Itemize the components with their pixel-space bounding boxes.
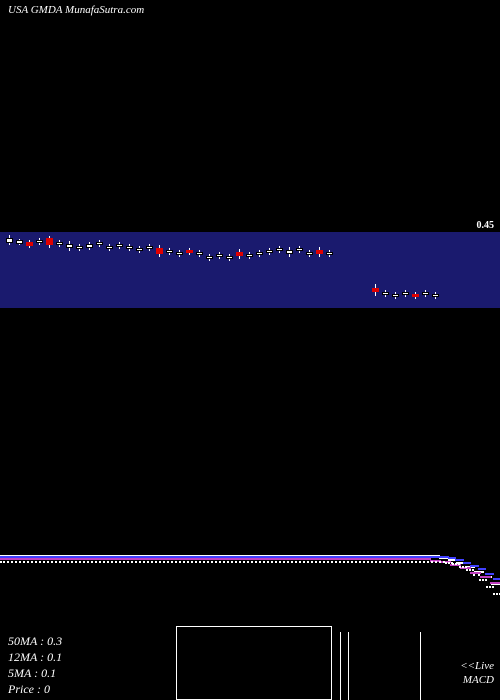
ma-line-seg [493, 578, 500, 580]
candle [266, 232, 273, 308]
candle [126, 232, 133, 308]
chart-title: USA GMDA MunafaSutra.com [8, 4, 144, 16]
candle [412, 232, 419, 308]
stat-line: Price : 0 [8, 682, 50, 697]
ma-line-seg [485, 573, 494, 575]
candle [106, 232, 113, 308]
candle [196, 232, 203, 308]
candle [186, 232, 193, 308]
candle [392, 232, 399, 308]
candle [432, 232, 439, 308]
candle [166, 232, 173, 308]
macd-bar [348, 632, 349, 700]
candle [306, 232, 313, 308]
ma-line-seg [473, 574, 481, 576]
candlestick-container [0, 232, 500, 308]
macd-label: MACD [463, 674, 494, 686]
candle [206, 232, 213, 308]
macd-panel [0, 626, 500, 700]
candle [6, 232, 13, 308]
stat-line: 12MA : 0.1 [8, 650, 62, 665]
candle [402, 232, 409, 308]
candle [156, 232, 163, 308]
candle [236, 232, 243, 308]
ma-line-seg [478, 568, 487, 570]
candle [176, 232, 183, 308]
ma-line-seg [479, 579, 487, 581]
candle [296, 232, 303, 308]
candle [316, 232, 323, 308]
ma-line-seg [466, 569, 474, 571]
ma-line [0, 561, 445, 563]
stat-line: 50MA : 0.3 [8, 634, 62, 649]
candle [326, 232, 333, 308]
candle [372, 232, 379, 308]
candle [146, 232, 153, 308]
candle [16, 232, 23, 308]
candle [382, 232, 389, 308]
ma-line-seg [490, 582, 500, 584]
ma-line [0, 556, 440, 558]
macd-label: <<Live [460, 660, 494, 672]
candle [286, 232, 293, 308]
ma-line-seg [486, 586, 494, 588]
candle [56, 232, 63, 308]
price-axis-label: 0.45 [477, 220, 495, 231]
candle [216, 232, 223, 308]
candle [422, 232, 429, 308]
candle [246, 232, 253, 308]
candle [26, 232, 33, 308]
candle [226, 232, 233, 308]
candle [136, 232, 143, 308]
candle [96, 232, 103, 308]
candle [66, 232, 73, 308]
ma-line-seg [493, 593, 500, 595]
ma-line-seg [470, 565, 479, 567]
macd-box [176, 626, 332, 700]
ma-line-seg [459, 566, 467, 568]
candle [116, 232, 123, 308]
candle [76, 232, 83, 308]
stat-line: 5MA : 0.1 [8, 666, 56, 681]
candle [46, 232, 53, 308]
macd-bar [340, 632, 341, 700]
ma-line-seg [463, 562, 472, 564]
ma-line [0, 558, 420, 560]
candle [276, 232, 283, 308]
macd-bar [420, 632, 421, 700]
candle [36, 232, 43, 308]
candle [256, 232, 263, 308]
candle [86, 232, 93, 308]
candle-zone-bg [0, 232, 500, 308]
